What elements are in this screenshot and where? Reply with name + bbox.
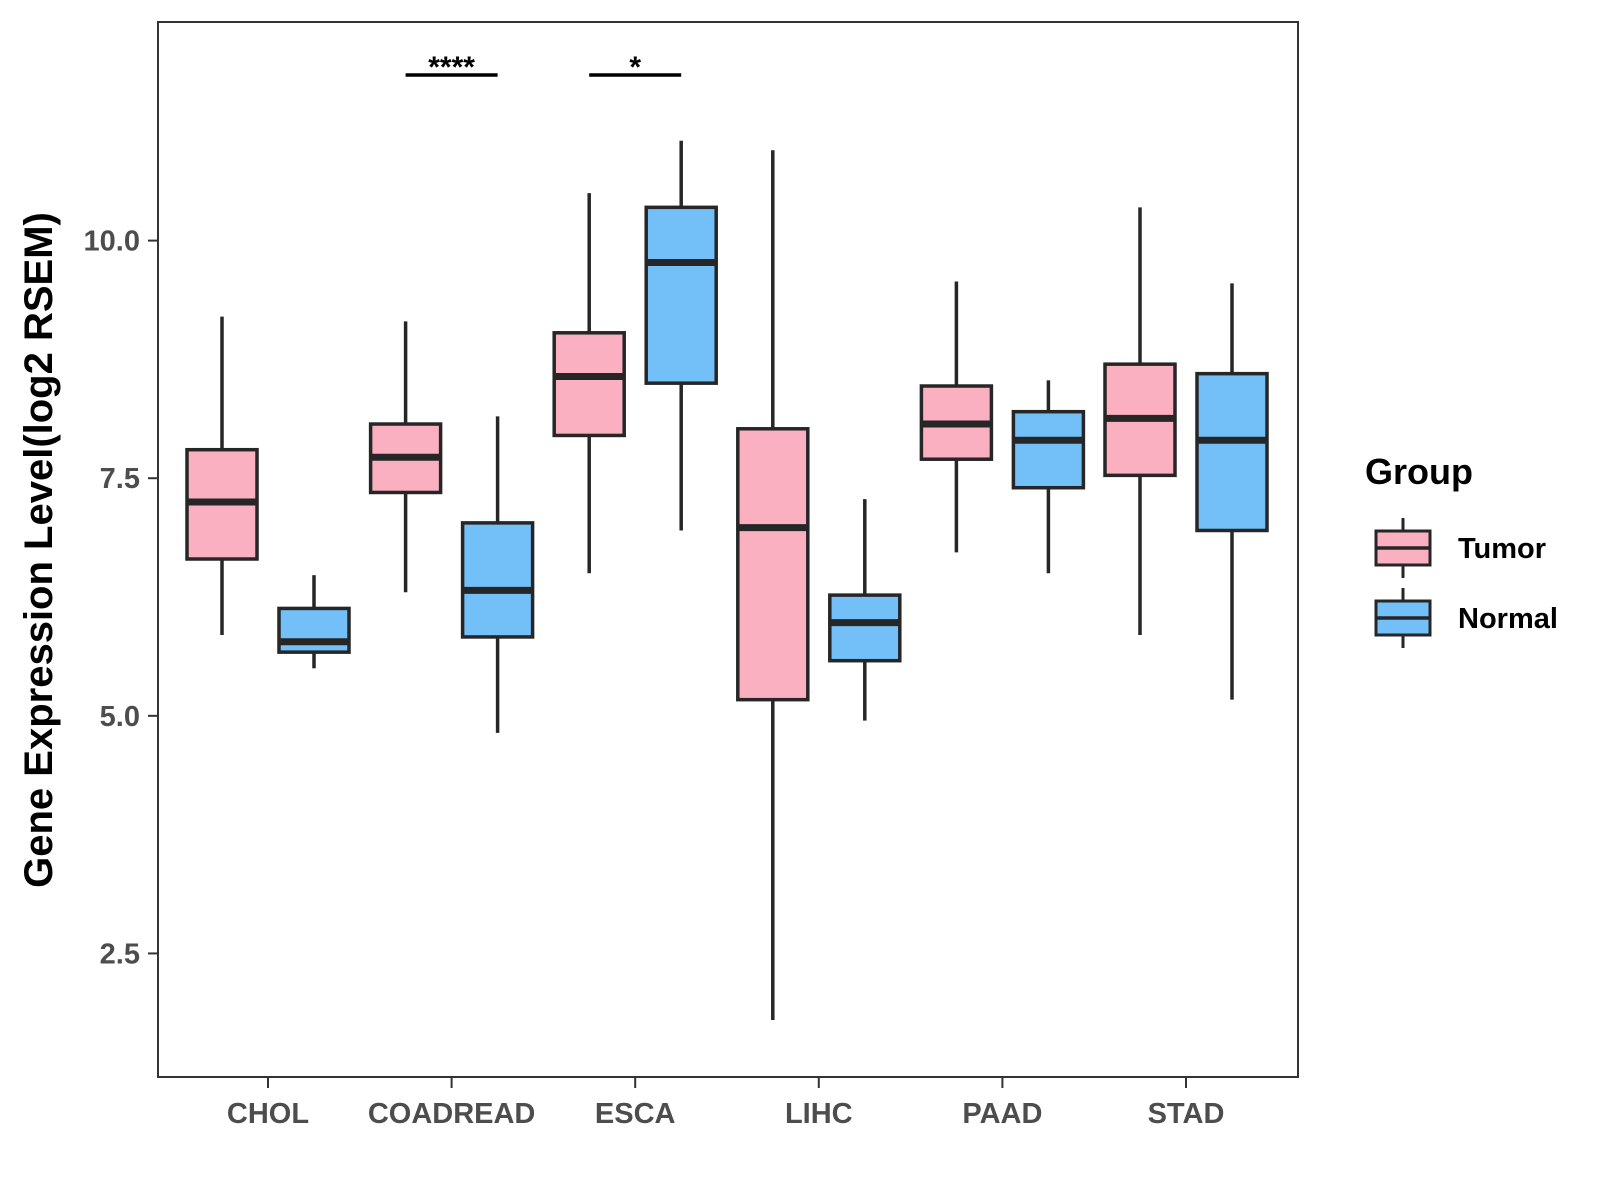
iqr-box [552,331,626,438]
y-tick-label: 10.0 [84,226,140,258]
x-tick-label: LIHC [785,1098,853,1130]
x-axis: CHOL COADREAD ESCA LIHC PAAD STAD [227,1077,1224,1130]
legend-label: Normal [1458,603,1558,635]
iqr-box [736,427,810,702]
box-tumor-stad [1103,207,1177,636]
box-tumor-esca [552,193,626,574]
iqr-box [828,593,902,663]
iqr-box [277,606,351,654]
box-tumor-paad [919,281,994,553]
legend: Group Tumor Normal [1365,451,1558,648]
iqr-box [644,205,718,385]
x-tick-label: STAD [1148,1098,1225,1130]
box-tumor-lihc [736,150,810,1020]
iqr-box [1011,409,1086,490]
significance-esca: * [589,51,682,84]
significance-layer: **** * [405,51,682,84]
box-normal-coadread [460,416,535,733]
box-tumor-coadread [368,321,443,593]
significance-label: * [629,51,641,84]
significance-label: **** [428,51,475,84]
plot-panel [157,21,1299,1078]
significance-coadread: **** [405,51,498,84]
box-normal-esca [644,140,718,531]
iqr-box [460,521,535,639]
x-tick-label: COADREAD [368,1098,536,1130]
box-normal-paad [1011,380,1086,574]
box-normal-lihc [828,499,902,721]
box-tumor-chol [185,316,259,636]
box-normal-stad [1195,283,1269,700]
iqr-box [1195,371,1269,533]
y-tick-label: 7.5 [100,463,140,495]
x-tick-label: PAAD [962,1098,1042,1130]
x-tick-label: ESCA [595,1098,676,1130]
legend-title: Group [1365,451,1473,492]
legend-item-normal: Normal [1374,588,1558,648]
y-tick-label: 5.0 [100,701,140,733]
legend-label: Tumor [1458,533,1546,565]
box-normal-chol [277,575,351,669]
y-tick-label: 2.5 [100,938,140,970]
y-axis: 2.5 5.0 7.5 10.0 [84,226,158,970]
boxes-layer [185,140,1269,1020]
y-axis-title: Gene Expression Level(log2 RSEM) [17,212,61,888]
x-tick-label: CHOL [227,1098,309,1130]
legend-item-tumor: Tumor [1374,518,1546,578]
